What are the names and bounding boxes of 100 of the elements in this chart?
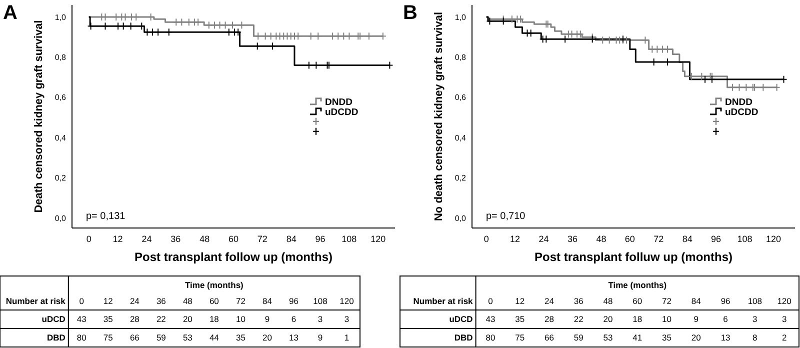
x-tick-label: 120 xyxy=(340,296,354,306)
y-tick-label: 0,2 xyxy=(54,174,67,183)
x-tick-label: 108 xyxy=(313,296,328,306)
annotation: p= 0,710 xyxy=(486,211,526,222)
data-label: 44 xyxy=(209,332,220,343)
data-label: 53 xyxy=(182,332,193,343)
data-label: 20 xyxy=(182,314,193,324)
data-label: 3 xyxy=(344,314,350,324)
data-label: 20 xyxy=(691,332,702,343)
x-tick-label: 24 xyxy=(142,234,152,244)
x-tick-label: 120 xyxy=(370,234,386,244)
data-label: 18 xyxy=(632,314,642,324)
x-tick-label: 108 xyxy=(737,234,752,244)
x-tick-label: 120 xyxy=(777,296,792,306)
x-tick-label: 84 xyxy=(682,234,692,244)
data-label: 13 xyxy=(720,332,731,343)
data-label: 66 xyxy=(130,332,140,343)
y-tick-label: 0,6 xyxy=(454,93,467,102)
x-tick-label: 36 xyxy=(170,234,181,244)
data-label: 80 xyxy=(76,332,87,343)
data-label: 59 xyxy=(574,332,584,343)
legend-label: uDCDD xyxy=(725,106,758,118)
x-tick-label: 48 xyxy=(603,296,614,306)
y-tick-label: 0,0 xyxy=(454,214,467,223)
x-tick-label: 12 xyxy=(515,296,525,306)
x-tick-label: 96 xyxy=(288,296,299,306)
data-label: 28 xyxy=(544,314,554,324)
chart-title: A xyxy=(3,2,18,24)
data-label: 10 xyxy=(662,314,672,324)
y-axis-title: No death censored kidney graft survival xyxy=(433,12,445,222)
data-label: 35 xyxy=(103,314,114,324)
x-tick-label: 84 xyxy=(286,234,296,244)
x-tick-label: 48 xyxy=(596,234,606,244)
data-label: 6 xyxy=(723,314,728,324)
data-label: 43 xyxy=(486,314,496,324)
data-label: 43 xyxy=(76,314,87,324)
data-label: 59 xyxy=(156,332,166,343)
data-label: 3 xyxy=(782,314,787,324)
data-label: 80 xyxy=(486,332,496,343)
data-label: 28 xyxy=(130,314,140,324)
x-tick-label: 72 xyxy=(662,296,672,306)
data-label: 9 xyxy=(318,332,323,343)
legend-label: uDCDD xyxy=(325,106,358,118)
x-tick-label: 96 xyxy=(315,234,326,244)
annotation: p= 0,131 xyxy=(86,211,126,222)
data-label: 20 xyxy=(603,314,614,324)
data-label: 22 xyxy=(156,314,166,324)
x-tick-label: 60 xyxy=(209,296,220,306)
x-tick-label: 36 xyxy=(574,296,584,306)
y-tick-label: 1,0 xyxy=(454,12,467,22)
x-tick-label: 108 xyxy=(748,296,762,306)
x-tick-label: 0 xyxy=(79,296,84,306)
x-tick-label: 24 xyxy=(544,296,554,306)
x-tick-label: 84 xyxy=(691,296,702,306)
x-tick-label: 24 xyxy=(538,234,549,244)
data-label: 3 xyxy=(318,314,323,324)
data-label: 6 xyxy=(291,314,296,324)
x-tick-label: 12 xyxy=(510,234,520,244)
data-label: 35 xyxy=(662,332,672,343)
y-tick-label: 0,8 xyxy=(454,53,467,62)
x-tick-label: 48 xyxy=(200,234,210,244)
y-tick-label: 0,6 xyxy=(54,93,67,102)
data-label: 41 xyxy=(632,332,642,343)
y-tick-label: 0,4 xyxy=(54,133,67,142)
data-label: 9 xyxy=(694,314,699,324)
y-tick-label: 1,0 xyxy=(54,12,67,22)
y-axis-title: Number at risk xyxy=(413,296,474,306)
x-tick-label: 60 xyxy=(228,234,239,244)
y-tick-label: uDCD xyxy=(449,314,473,324)
y-tick-label: DBD xyxy=(454,332,473,343)
data-label: 22 xyxy=(574,314,584,324)
x-axis-title: Post transplant follow up (months) xyxy=(134,250,332,264)
chart-title: Time (months) xyxy=(608,280,667,290)
x-tick-label: 0 xyxy=(86,234,92,244)
chart-title: B xyxy=(403,2,418,24)
data-label: 35 xyxy=(236,332,246,343)
x-tick-label: 0 xyxy=(488,296,494,306)
x-tick-label: 72 xyxy=(236,296,246,306)
y-axis-title: Death censored kidney graft survival xyxy=(33,20,45,213)
x-tick-label: 96 xyxy=(720,296,731,306)
data-label: 18 xyxy=(209,314,220,324)
y-axis-title: Number at risk xyxy=(6,296,66,306)
data-label: 20 xyxy=(262,332,272,343)
data-label: 1 xyxy=(344,332,350,343)
data-label: 9 xyxy=(264,314,270,324)
data-label: 53 xyxy=(603,332,614,343)
x-tick-label: 120 xyxy=(766,234,781,244)
x-tick-label: 48 xyxy=(182,296,193,306)
y-tick-label: uDCD xyxy=(42,314,66,324)
x-tick-label: 72 xyxy=(654,234,664,244)
data-label: 35 xyxy=(515,314,525,324)
x-tick-label: 12 xyxy=(103,296,114,306)
x-tick-label: 72 xyxy=(257,234,268,244)
x-tick-label: 12 xyxy=(112,234,123,244)
x-tick-label: 108 xyxy=(342,234,357,244)
x-tick-label: 0 xyxy=(484,234,489,244)
y-tick-label: 0,2 xyxy=(454,174,467,183)
y-tick-label: 0,0 xyxy=(54,214,67,223)
x-tick-label: 60 xyxy=(632,296,642,306)
x-axis-title: Post transplant folluw up (months) xyxy=(534,250,732,264)
